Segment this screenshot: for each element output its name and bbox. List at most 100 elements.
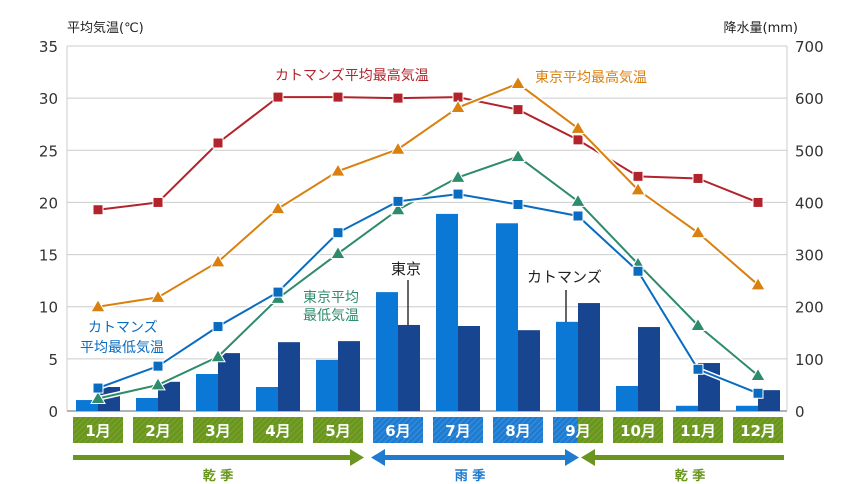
annotation-tokyo-min: 東京平均 <box>303 290 359 306</box>
bar-tokyo <box>638 327 660 411</box>
annotation-ktm-min: カトマンズ <box>88 320 158 336</box>
data-point-square <box>272 91 284 103</box>
bar-kathmandu <box>616 385 638 411</box>
bar-kathmandu <box>76 400 98 411</box>
data-point-triangle <box>150 289 166 303</box>
month-box <box>613 417 663 443</box>
bar-kathmandu <box>736 405 758 411</box>
data-point-triangle <box>570 193 586 207</box>
month-box <box>493 417 543 443</box>
left-tick-label: 0 <box>48 403 58 421</box>
data-point-triangle <box>450 99 466 114</box>
month-box <box>313 417 363 443</box>
data-point-triangle <box>390 141 406 155</box>
dry-season-arrow <box>73 455 351 460</box>
season-label: 雨 季 <box>455 468 486 484</box>
arrow-head <box>371 449 385 466</box>
left-tick-label: 25 <box>39 142 58 160</box>
data-point-triangle <box>90 390 106 404</box>
annotation-tokyo-max: 東京平均最高気温 <box>535 69 647 86</box>
bar-tokyo <box>278 342 300 411</box>
arrow-head <box>581 449 595 466</box>
bar-kathmandu <box>676 405 698 411</box>
month-label: 5月 <box>325 422 350 440</box>
left-tick-label: 10 <box>39 299 58 317</box>
series-line-0 <box>97 96 759 211</box>
data-point-triangle <box>630 181 646 196</box>
data-point-square <box>752 196 764 208</box>
annotation-ktm-min-2: 平均最低気温 <box>80 340 164 356</box>
data-point-square <box>272 286 284 298</box>
month-label: 4月 <box>265 422 290 440</box>
month-box-rain <box>553 417 578 443</box>
left-tick-label: 5 <box>48 351 58 369</box>
data-point-triangle <box>570 120 586 134</box>
month-label: 1月 <box>85 422 110 440</box>
data-point-square <box>512 104 524 116</box>
month-box-dry <box>578 417 603 443</box>
annotation-tokyo-min-2: 最低気温 <box>303 308 359 324</box>
data-point-triangle <box>450 169 466 183</box>
month-label: 2月 <box>145 422 170 440</box>
month-label: 10月 <box>620 422 656 440</box>
data-point-square <box>152 196 164 208</box>
data-point-square <box>512 199 524 211</box>
bar-kathmandu <box>136 397 158 411</box>
annotation-ktm-bar: カトマンズ <box>527 268 602 286</box>
data-point-square <box>152 360 164 372</box>
right-tick-label: 400 <box>795 194 824 212</box>
season-label: 乾 季 <box>675 468 706 484</box>
right-tick-label: 300 <box>795 247 824 265</box>
bar-kathmandu <box>556 321 578 411</box>
data-point-square <box>752 387 764 399</box>
month-label: 12月 <box>740 422 776 440</box>
data-point-square <box>572 210 584 222</box>
data-point-square <box>572 134 584 146</box>
data-point-triangle <box>690 317 706 331</box>
month-label: 6月 <box>385 422 410 440</box>
data-point-triangle <box>330 245 346 260</box>
data-point-triangle <box>510 148 526 163</box>
data-point-square <box>212 321 224 333</box>
left-tick-label: 15 <box>39 247 58 265</box>
annotation-tokyo-bar: 東京 <box>391 260 421 278</box>
data-point-triangle <box>690 224 706 239</box>
data-point-square <box>392 195 404 207</box>
data-point-square <box>692 363 704 375</box>
data-point-triangle <box>510 75 526 90</box>
data-point-triangle <box>90 298 106 313</box>
data-point-square <box>632 170 644 182</box>
right-tick-label: 0 <box>795 403 805 421</box>
right-tick-label: 600 <box>795 90 824 108</box>
left-tick-label: 20 <box>39 194 58 212</box>
data-point-triangle <box>750 276 766 291</box>
data-point-square <box>332 227 344 239</box>
arrow-head <box>565 449 579 466</box>
month-label: 11月 <box>680 422 716 440</box>
month-box <box>433 417 483 443</box>
series-line-3 <box>97 193 759 395</box>
data-point-triangle <box>750 367 766 382</box>
bar-tokyo <box>338 341 360 411</box>
data-point-square <box>452 188 464 200</box>
bar-kathmandu <box>496 223 518 411</box>
data-point-triangle <box>330 163 346 177</box>
month-box <box>673 417 723 443</box>
month-box <box>133 417 183 443</box>
bar-kathmandu <box>436 213 458 411</box>
data-point-square <box>332 91 344 103</box>
data-point-triangle <box>270 200 286 215</box>
month-label: 7月 <box>445 422 470 440</box>
data-point-square <box>632 265 644 277</box>
right-tick-label: 200 <box>795 299 824 317</box>
data-point-square <box>92 204 104 216</box>
data-point-square <box>392 92 404 104</box>
data-point-triangle <box>390 201 406 216</box>
right-tick-label: 100 <box>795 351 824 369</box>
annotation-ktm-max: カトマンズ平均最高気温 <box>275 67 429 84</box>
bar-tokyo <box>518 330 540 411</box>
bar-kathmandu <box>376 292 398 411</box>
left-tick-label: 35 <box>39 38 58 56</box>
month-box <box>373 417 423 443</box>
